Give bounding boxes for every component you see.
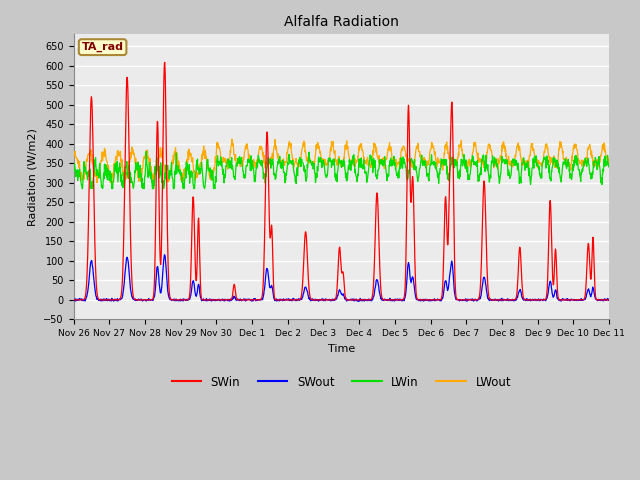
LWin: [189, 182, 197, 188]
SWin: [542, 295, 550, 301]
SWout: [542, 297, 550, 302]
LWin: [425, 178, 433, 184]
Line: SWin: SWin: [74, 62, 609, 300]
LWin: [605, 164, 613, 170]
LWin: [70, 164, 77, 170]
LWout: [93, 180, 101, 186]
Text: TA_rad: TA_rad: [82, 42, 124, 52]
Line: LWout: LWout: [74, 139, 609, 183]
Y-axis label: Radiation (W/m2): Radiation (W/m2): [28, 128, 38, 226]
LWout: [176, 171, 184, 177]
SWout: [425, 298, 433, 304]
SWin: [605, 297, 613, 303]
LWout: [189, 162, 197, 168]
LWout: [542, 144, 550, 150]
SWout: [189, 278, 197, 284]
LWin: [250, 164, 257, 170]
LWout: [495, 161, 503, 167]
SWout: [495, 297, 503, 302]
LWout: [70, 158, 77, 164]
SWin: [495, 297, 503, 303]
SWin: [70, 297, 77, 303]
Line: LWin: LWin: [74, 152, 609, 189]
SWin: [176, 297, 184, 303]
Line: SWout: SWout: [74, 255, 609, 301]
Title: Alfalfa Radiation: Alfalfa Radiation: [284, 15, 399, 29]
SWout: [250, 296, 257, 302]
Legend: SWin, SWout, LWin, LWout: SWin, SWout, LWin, LWout: [167, 371, 516, 393]
LWout: [605, 158, 613, 164]
LWin: [495, 173, 503, 179]
SWin: [161, 60, 168, 65]
X-axis label: Time: Time: [328, 344, 355, 354]
LWin: [542, 162, 550, 168]
LWin: [177, 172, 184, 178]
SWin: [425, 297, 433, 303]
SWout: [72, 298, 79, 304]
LWin: [142, 149, 150, 155]
SWout: [161, 252, 168, 258]
SWout: [70, 298, 77, 303]
SWin: [189, 194, 197, 200]
LWin: [78, 186, 86, 192]
LWout: [250, 163, 257, 168]
SWin: [213, 297, 221, 303]
SWout: [605, 298, 613, 303]
SWin: [250, 297, 257, 303]
LWout: [228, 136, 236, 142]
SWout: [177, 296, 184, 302]
LWout: [425, 159, 433, 165]
